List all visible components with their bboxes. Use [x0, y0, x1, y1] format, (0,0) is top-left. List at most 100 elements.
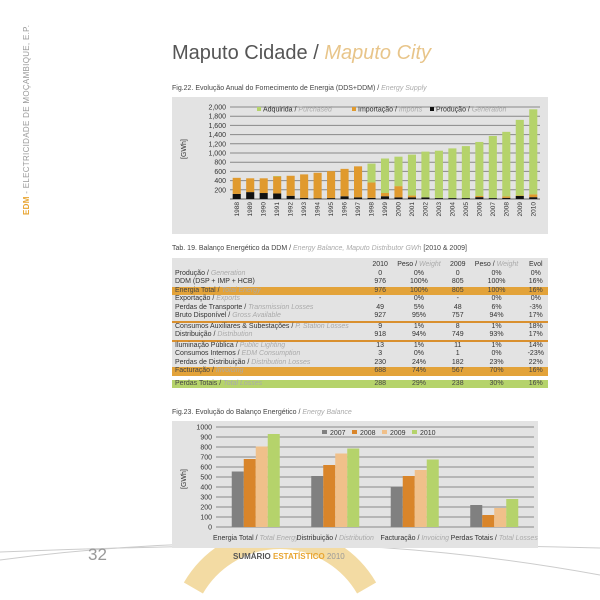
y-tick-label: 500 [200, 475, 212, 482]
energy-balance-chart: 0 100 200 300 400 500 600 700 800 900 1000 [GWh] Ene… [181, 425, 538, 543]
table-row: Facturação / Invoicing 688 74% 567 70% 16% [172, 367, 548, 376]
y-tick-label: 900 [200, 435, 212, 442]
bar [470, 505, 483, 527]
cell: 74% [391, 367, 446, 376]
bar [311, 476, 324, 527]
table-row: Consumos Internos / EDM Consumption 3 0% 1 0… [172, 350, 548, 359]
bar [255, 446, 268, 527]
bar-segment [448, 198, 457, 199]
cell: 1% [469, 320, 524, 331]
bar [267, 434, 280, 527]
bar-segment [340, 168, 349, 197]
y-tick-label: 300 [200, 495, 212, 502]
bar-segment [232, 177, 241, 194]
bar-segment [475, 196, 484, 198]
cell: 182 [451, 358, 464, 366]
cell: 17% [528, 331, 543, 338]
y-tick-label: 2,000 [208, 105, 226, 112]
y-tick-label: 1,200 [208, 141, 226, 148]
x-tick-label: Perdas Totais / Total Losses [451, 535, 538, 542]
table-row: Bruto Disponível / Gross Available 927 95%… [172, 312, 548, 322]
cell: 1% [391, 339, 446, 350]
cell: 0% [530, 295, 541, 302]
bar-segment [354, 166, 363, 198]
cell: 23% [489, 358, 504, 366]
bar [243, 459, 256, 527]
cell: 17% [528, 312, 543, 319]
x-tick-label: 1990 [261, 202, 268, 217]
y-tick-label: 800 [200, 445, 212, 452]
cell: 95% [411, 312, 426, 319]
row-label: Perdas de Transporte / Transmission Loss… [175, 303, 314, 311]
cell: 927 [374, 312, 387, 319]
y-tick-label: 1000 [196, 425, 212, 432]
legend-swatch [430, 107, 434, 111]
y-tick-label: 700 [200, 455, 212, 462]
bar-segment [502, 197, 511, 199]
cell: 749 [451, 331, 464, 338]
bar-segment [434, 150, 443, 199]
cell: 1% [391, 320, 446, 331]
table-row: Exportação / Exports - 0% - 0% 0% [172, 295, 548, 304]
bar [231, 471, 244, 527]
table-row: Perdas de Transporte / Transmission Loss… [172, 304, 548, 313]
cell: 0% [491, 269, 502, 277]
cell: 0% [530, 269, 541, 277]
cell: 30% [469, 379, 524, 388]
row-label: Facturação / Invoicing [172, 367, 369, 376]
table-row: Perdas Totais / Total Losses 288 29% 238 30%… [172, 379, 548, 388]
row-label: Produção / Generation [175, 269, 246, 277]
cell: 918 [374, 331, 387, 338]
bar-segment [394, 156, 403, 187]
x-tick-label: 1993 [301, 202, 308, 217]
cell: 0% [491, 350, 502, 357]
y-tick-label: 200 [200, 505, 212, 512]
cell: 100% [487, 278, 506, 285]
table-row: DDM (DSP + IMP + HCB) 976 100% 805 100% 16% [172, 278, 548, 287]
x-tick-label: 1992 [288, 202, 295, 217]
legend-swatch [352, 430, 357, 434]
cell: 16% [523, 379, 548, 388]
bar-segment [515, 119, 524, 196]
cell: 6% [491, 303, 502, 311]
x-tick-label: 1989 [247, 202, 254, 217]
bar-segment [300, 174, 309, 198]
table-row: Energia Total / Total Energy 976 100% 805 10… [172, 286, 548, 295]
cell: 0 [378, 269, 383, 277]
bar-segment [421, 197, 430, 199]
x-tick-label: 1996 [342, 202, 349, 217]
row-label: Iluminação Pública / Public Lighting [172, 339, 369, 350]
cell: 976 [368, 286, 392, 295]
x-tick-label: 2002 [422, 202, 429, 217]
cell: 567 [445, 367, 470, 376]
bar [323, 465, 336, 527]
cell: 8 [445, 320, 470, 331]
x-tick-label: 1995 [328, 202, 335, 217]
y-tick-label: 0 [208, 525, 212, 532]
cell: 1% [469, 339, 524, 350]
cell: 49 [376, 303, 385, 311]
row-label: Energia Total / Total Energy [172, 286, 369, 295]
bar-segment [394, 197, 403, 199]
bar-segment [488, 198, 497, 199]
bar-segment [367, 163, 376, 183]
cell: 14% [523, 339, 548, 350]
cell: 3 [378, 350, 383, 357]
bar-segment [515, 196, 524, 199]
bar-segment [461, 198, 470, 199]
x-tick-label: 2010 [530, 202, 537, 217]
legend-label: 2007 [330, 430, 346, 437]
y-tick-label: 1,600 [208, 123, 226, 130]
column-header [172, 258, 368, 270]
cell: 94% [489, 312, 504, 319]
page-title: Maputo Cidade / Maputo City [172, 42, 432, 64]
cell: 22% [528, 358, 543, 366]
legend-swatch [257, 107, 261, 111]
table-header: 2010 Peso / Weight 2009 Peso / Weight Evol [172, 258, 548, 270]
bar-segment [313, 198, 322, 199]
bar-segment [529, 109, 538, 195]
bar [402, 476, 415, 527]
legend-label: Produção / Generation [436, 107, 507, 114]
bar-segment [367, 182, 376, 198]
y-tick-label: 800 [214, 160, 226, 167]
